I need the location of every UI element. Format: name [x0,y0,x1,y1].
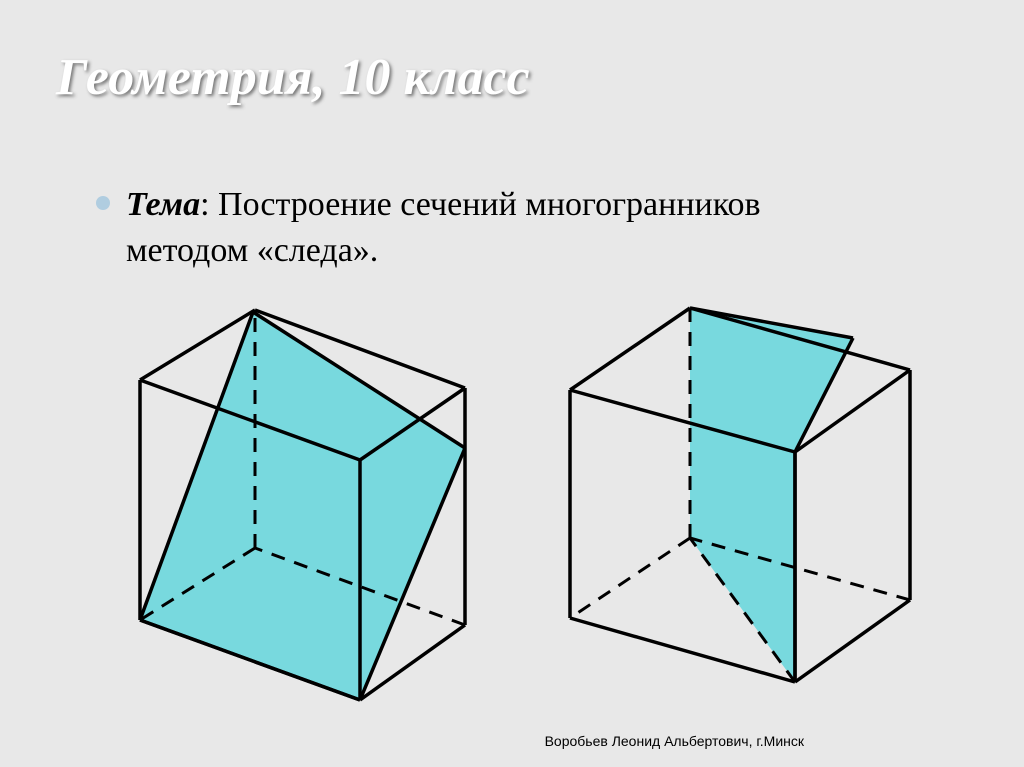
figures-svg [0,300,1024,740]
bullet-icon [96,196,110,210]
topic-content: : Построение сечений многогранников мето… [126,186,761,269]
topic-text: Тема: Построение сечений многогранников … [126,182,886,274]
figures [0,300,1024,700]
footer-text: Воробьев Леонид Альбертович, г.Минск [545,733,804,749]
slide-title: Геометрия, 10 класс [56,48,530,107]
slide: Геометрия, 10 класс Тема: Построение сеч… [0,0,1024,767]
topic-row: Тема: Построение сечений многогранников … [96,182,886,274]
topic-label: Тема [126,186,200,223]
